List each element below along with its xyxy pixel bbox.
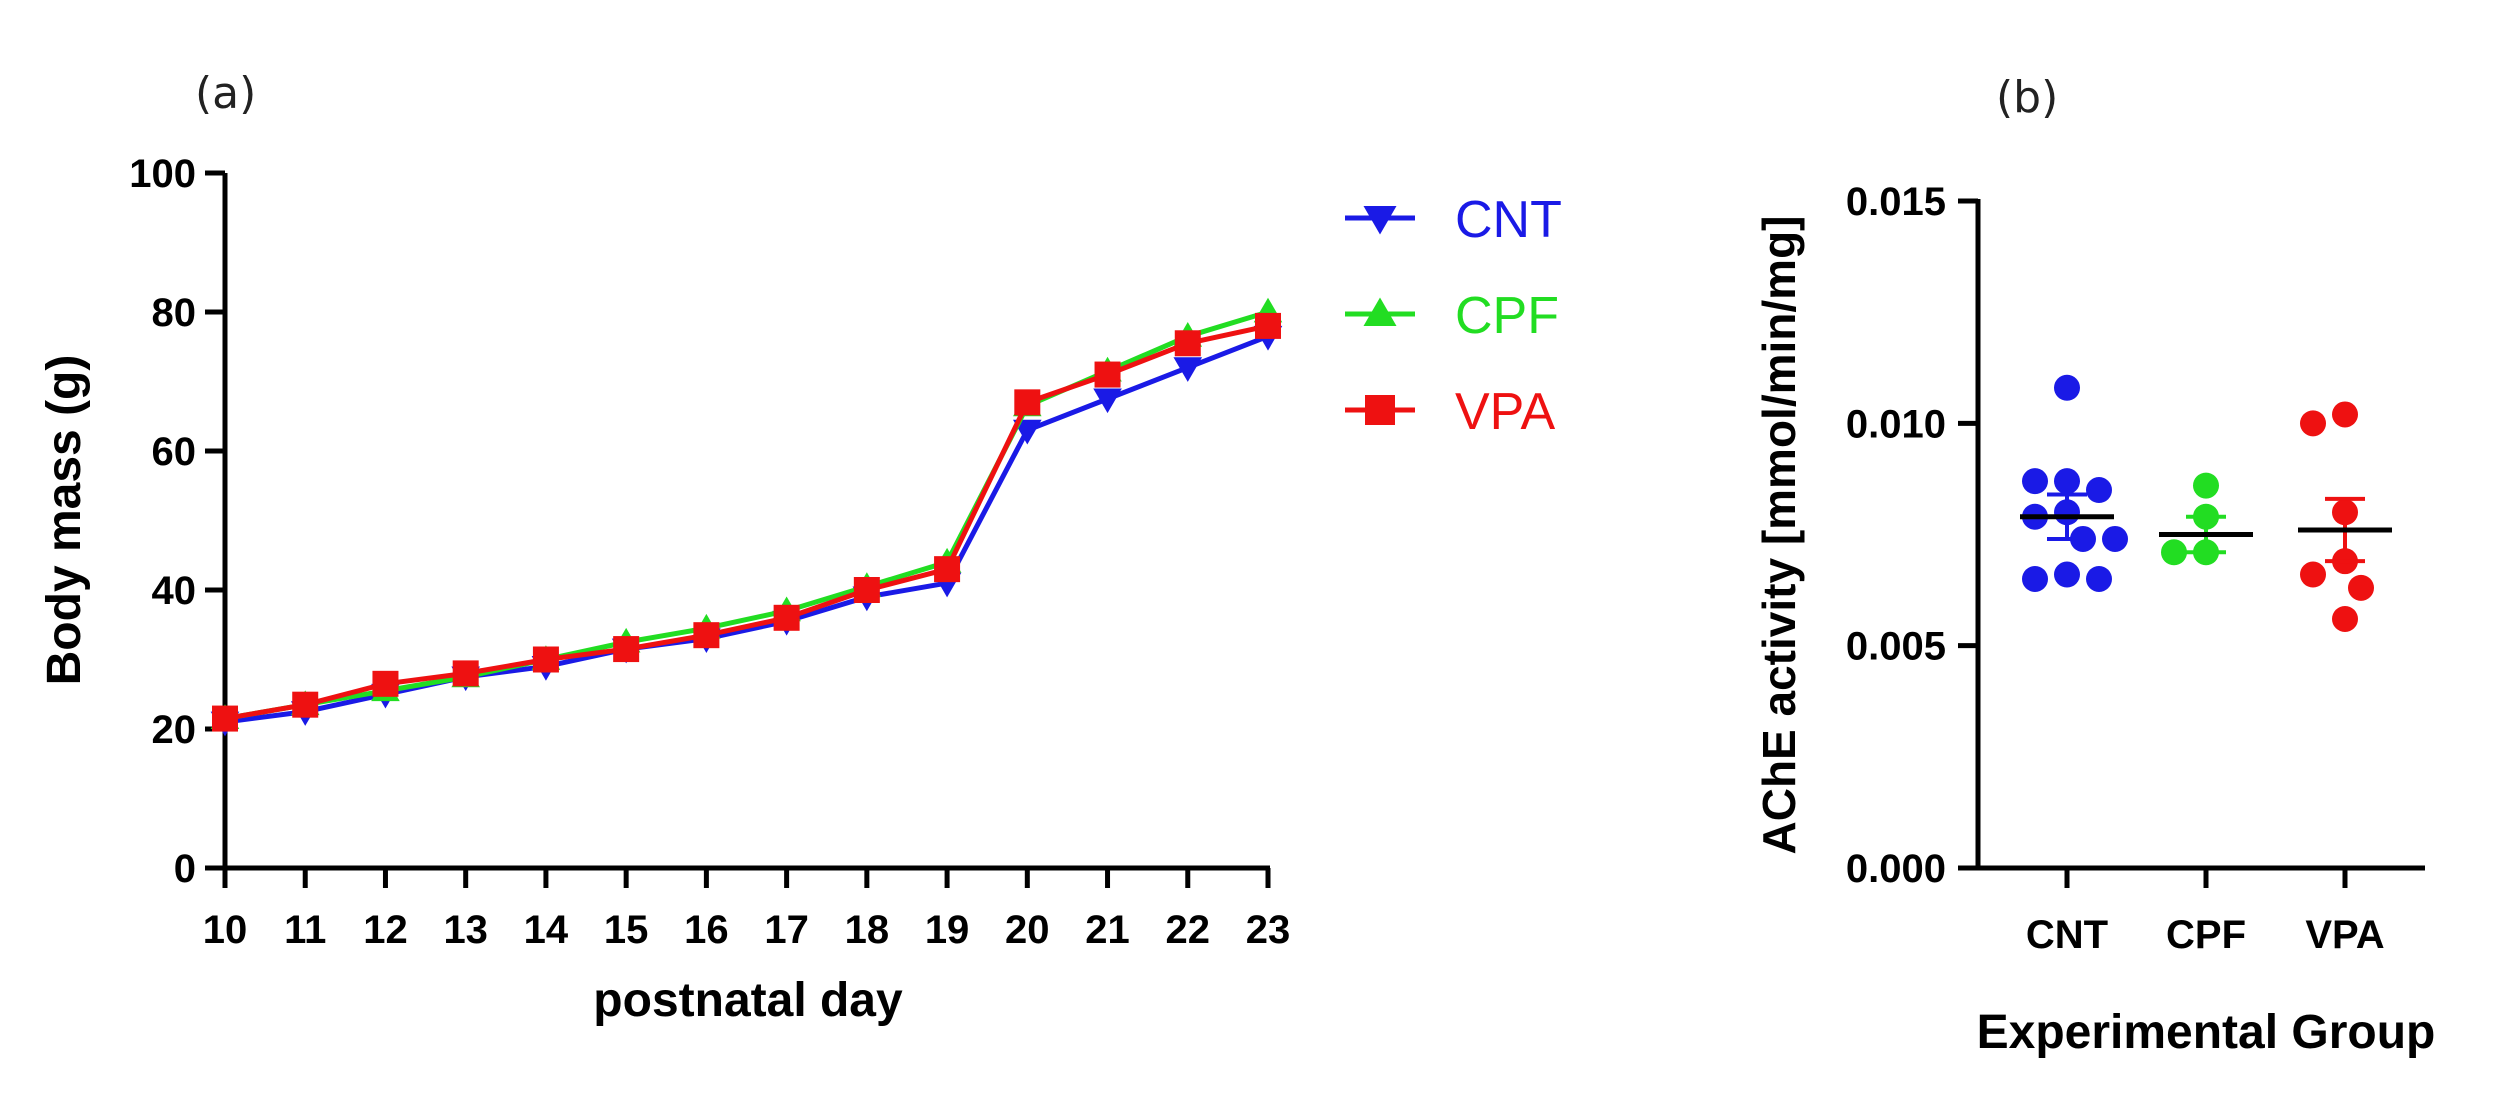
group-cnt	[2020, 374, 2128, 592]
data-point-cnt	[1173, 357, 1203, 382]
data-point-vpa	[532, 646, 559, 673]
y-tick-label: 0	[174, 847, 196, 891]
data-point-cnt	[2086, 477, 2112, 504]
data-point-cnt	[1013, 419, 1042, 445]
data-point-vpa	[853, 577, 880, 603]
group-cpf	[2159, 472, 2253, 566]
y-tick-label: 60	[152, 430, 197, 474]
data-point-cnt	[2054, 468, 2080, 495]
data-point-vpa	[2348, 574, 2374, 601]
panel-b: (b) 0.000 0.005 0.010 0.015 CNT CPF VPA Exper…	[1753, 72, 2435, 1059]
panel-b-x-ticks: CNT CPF VPA	[2026, 868, 2385, 957]
series-line-cnt	[224, 333, 1269, 725]
x-tick-label: 23	[1246, 908, 1291, 952]
data-point-vpa	[2300, 561, 2326, 588]
y-tick-label: 0.010	[1846, 402, 1946, 446]
y-tick-label: 40	[152, 569, 197, 613]
legend-marker-cpf	[1363, 297, 1397, 326]
x-tick-label: 22	[1166, 908, 1211, 952]
x-tick-label: 12	[363, 908, 408, 952]
x-tick-label: 16	[684, 908, 729, 952]
data-point-vpa	[2300, 410, 2326, 437]
data-point-vpa	[1014, 389, 1041, 416]
data-point-vpa	[1094, 361, 1121, 388]
panel-a-x-axis-title: postnatal day	[593, 974, 903, 1027]
panel-a-x-ticks: 10 11 12 13 14 15 16 17 18 19 20 21 22 23	[203, 868, 1291, 952]
series-cpf	[210, 297, 1283, 729]
data-point-vpa	[613, 636, 640, 663]
panel-a-series	[210, 297, 1283, 737]
x-tick-label: 17	[764, 908, 809, 952]
data-point-cnt	[2086, 565, 2112, 592]
panel-a-y-ticks: 0 20 40 60 80 100	[129, 152, 225, 891]
panel-b-y-ticks: 0.000 0.005 0.010 0.015	[1846, 180, 1978, 891]
x-tick-label: 10	[203, 908, 248, 952]
series-vpa	[212, 312, 1281, 732]
x-tick-label: 14	[524, 908, 569, 952]
y-tick-label: 100	[129, 152, 196, 196]
y-tick-label: 0.015	[1846, 180, 1946, 224]
y-tick-label: 0.005	[1846, 625, 1946, 669]
data-point-cnt	[2022, 565, 2048, 592]
x-tick-label: VPA	[2305, 913, 2384, 957]
x-tick-label: 21	[1085, 908, 1130, 952]
y-tick-label: 0.000	[1846, 847, 1946, 891]
panel-b-axes	[1975, 199, 2425, 871]
panel-b-label: (b)	[1996, 72, 2058, 123]
data-point-vpa	[693, 622, 720, 649]
data-point-cnt	[1093, 388, 1122, 414]
data-point-vpa	[934, 556, 961, 583]
data-point-cnt	[2022, 468, 2048, 495]
y-tick-label: 80	[152, 291, 197, 335]
legend-marker-vpa	[1365, 395, 1395, 425]
data-point-vpa	[372, 670, 399, 697]
series-cnt	[210, 325, 1283, 737]
panel-a-label: (a)	[195, 68, 256, 119]
series-line-vpa	[224, 323, 1269, 722]
legend-label-vpa: VPA	[1455, 383, 1556, 441]
x-tick-label: 19	[925, 908, 970, 952]
data-point-cnt	[2102, 525, 2128, 552]
data-point-vpa	[452, 660, 479, 687]
data-point-vpa	[1174, 330, 1201, 357]
data-point-vpa	[2332, 605, 2358, 632]
panel-a: (a) 0 20 40 60 80 100 10 11 12 13 14 15 16 17 18 19 20 2…	[38, 68, 1562, 1027]
data-point-vpa	[212, 705, 238, 732]
x-tick-label: 20	[1005, 908, 1050, 952]
data-point-cpf	[2193, 472, 2219, 499]
panel-a-axes	[222, 173, 1270, 871]
x-tick-label: 15	[604, 908, 649, 952]
data-point-cnt	[2054, 561, 2080, 588]
x-tick-label: 18	[845, 908, 890, 952]
legend-marker-cnt	[1363, 206, 1397, 235]
panel-a-legend: CNT CPF VPA	[1345, 191, 1562, 441]
x-tick-label: CPF	[2166, 913, 2246, 957]
data-point-vpa	[1255, 312, 1281, 339]
x-tick-label: 11	[284, 908, 326, 952]
data-point-vpa	[2332, 401, 2358, 428]
legend-label-cnt: CNT	[1455, 191, 1562, 249]
panel-b-y-axis-title: AChE activity [mmol/min/mg]	[1753, 216, 1805, 855]
group-vpa	[2298, 401, 2392, 632]
panel-b-groups	[2020, 374, 2392, 632]
legend-label-cpf: CPF	[1455, 287, 1559, 345]
panel-a-y-axis-title: Body mass (g)	[38, 355, 91, 686]
panel-b-x-axis-title: Experimental Group	[1977, 1006, 2436, 1059]
data-point-cnt	[2054, 374, 2080, 401]
x-tick-label: CNT	[2026, 913, 2108, 957]
data-point-vpa	[292, 691, 319, 718]
data-point-vpa	[773, 604, 800, 631]
y-tick-label: 20	[152, 708, 197, 752]
x-tick-label: 13	[443, 908, 488, 952]
data-point-cpf	[2161, 539, 2187, 566]
